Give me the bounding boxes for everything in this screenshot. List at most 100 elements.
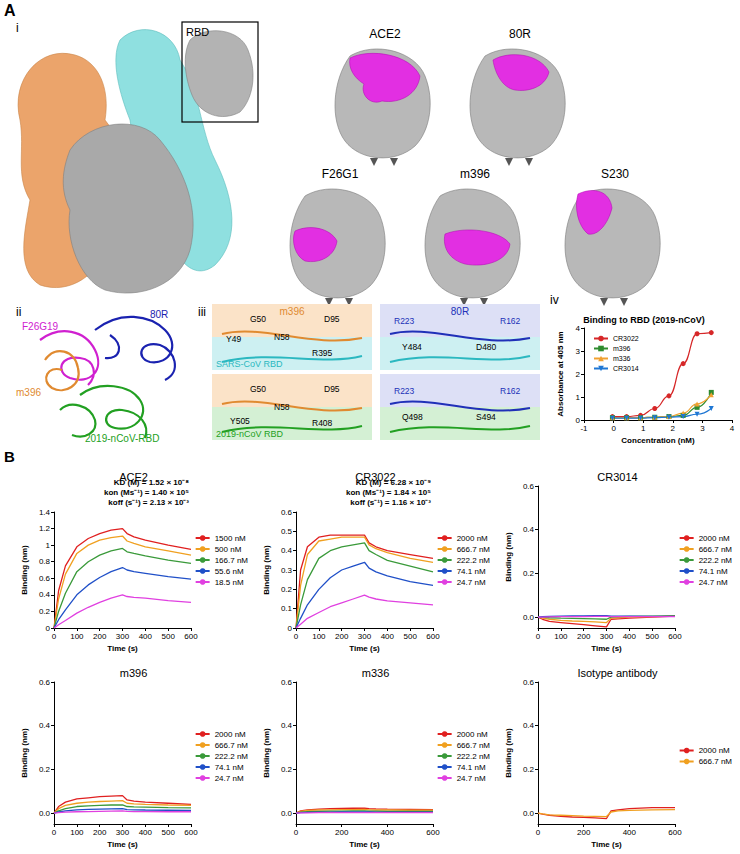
svg-text:55.6 nM: 55.6 nM [215,567,244,576]
svg-text:0.6: 0.6 [281,678,293,687]
svg-text:100: 100 [312,632,326,641]
svg-text:0.6: 0.6 [523,678,535,687]
svg-text:F26G1: F26G1 [322,167,359,181]
svg-text:0.6: 0.6 [523,482,535,491]
svg-text:4: 4 [730,424,735,433]
svg-text:0: 0 [536,632,541,641]
svg-text:666.7 nM: 666.7 nM [699,757,733,766]
svg-text:Q498: Q498 [402,412,423,422]
svg-text:0.3: 0.3 [281,566,293,575]
svg-text:2019-nCoV RBD: 2019-nCoV RBD [216,429,284,439]
svg-text:CR3022: CR3022 [613,335,639,342]
svg-text:666.7 nM: 666.7 nM [457,545,491,554]
svg-text:ii: ii [16,305,21,319]
svg-text:100: 100 [70,828,84,837]
svg-text:m396: m396 [120,667,148,679]
svg-text:Concentration (nM): Concentration (nM) [621,436,695,445]
svg-text:m336: m336 [613,355,631,362]
svg-text:koff (s⁻¹) = 1.16 × 10⁻³: koff (s⁻¹) = 1.16 × 10⁻³ [350,498,431,507]
svg-text:Binding (nm): Binding (nm) [504,532,513,582]
svg-text:200: 200 [577,632,591,641]
svg-text:CR3014: CR3014 [613,365,639,372]
svg-text:S494: S494 [476,412,496,422]
svg-text:600: 600 [668,632,682,641]
svg-text:R223: R223 [394,316,415,326]
svg-text:100: 100 [70,632,84,641]
svg-text:666.7 nM: 666.7 nM [457,741,491,750]
svg-text:ACE2: ACE2 [119,471,148,483]
svg-text:Binding to RBD (2019-nCoV): Binding to RBD (2019-nCoV) [583,315,705,325]
svg-text:0.0: 0.0 [523,613,535,622]
svg-text:400: 400 [139,632,153,641]
svg-text:400: 400 [139,828,153,837]
svg-text:0.6: 0.6 [281,508,293,517]
svg-text:666.7 nM: 666.7 nM [699,545,733,554]
svg-text:RBD: RBD [186,26,209,38]
svg-text:74.1 nM: 74.1 nM [215,763,244,772]
svg-text:Binding (nm): Binding (nm) [504,728,513,778]
svg-text:0.4: 0.4 [39,721,51,730]
svg-text:166.7 nM: 166.7 nM [215,556,249,565]
svg-text:m396: m396 [613,345,631,352]
svg-text:S230: S230 [601,167,629,181]
svg-text:400: 400 [381,632,395,641]
svg-text:R395: R395 [312,348,333,358]
svg-text:200: 200 [335,828,349,837]
svg-text:300: 300 [116,828,130,837]
svg-text:Absorbance at 405 nm: Absorbance at 405 nm [556,331,565,416]
svg-text:Y505: Y505 [230,416,250,426]
svg-text:0.4: 0.4 [281,546,293,555]
svg-text:600: 600 [426,632,440,641]
svg-text:222.2 nM: 222.2 nM [457,752,491,761]
svg-text:0.6: 0.6 [39,574,51,583]
svg-text:666.7 nM: 666.7 nM [215,741,249,750]
svg-text:m396: m396 [279,306,304,317]
svg-text:G50: G50 [250,314,266,324]
svg-text:SARS-CoV RBD: SARS-CoV RBD [216,359,283,369]
svg-text:1: 1 [641,424,646,433]
svg-text:80R: 80R [150,309,168,320]
svg-text:4: 4 [576,324,581,333]
svg-text:Binding (nm): Binding (nm) [262,728,271,778]
svg-text:0.2: 0.2 [39,765,51,774]
svg-text:R408: R408 [312,418,333,428]
svg-text:-1: -1 [580,424,588,433]
svg-text:400: 400 [381,828,395,837]
svg-text:500: 500 [403,632,417,641]
svg-text:200: 200 [93,828,107,837]
svg-text:0.2: 0.2 [281,585,293,594]
svg-text:2000 nM: 2000 nM [457,534,488,543]
svg-text:74.1 nM: 74.1 nM [699,567,728,576]
svg-text:iv: iv [550,293,559,307]
svg-text:0: 0 [294,828,299,837]
svg-text:R162: R162 [500,386,521,396]
svg-text:300: 300 [116,632,130,641]
svg-text:0.0: 0.0 [281,809,293,818]
svg-text:80R: 80R [451,306,469,317]
svg-text:24.7 nM: 24.7 nM [457,774,486,783]
svg-text:0.2: 0.2 [281,765,293,774]
svg-text:0.0: 0.0 [39,809,51,818]
svg-text:18.5 nM: 18.5 nM [215,578,244,587]
svg-text:G50: G50 [250,384,266,394]
svg-text:Time (s): Time (s) [107,644,138,653]
svg-text:CR3022: CR3022 [355,471,395,483]
svg-text:500: 500 [161,828,175,837]
svg-text:2: 2 [671,424,676,433]
svg-text:222.2 nM: 222.2 nM [457,556,491,565]
svg-text:2000 nM: 2000 nM [215,730,246,739]
svg-text:2: 2 [576,370,581,379]
svg-text:ACE2: ACE2 [369,27,401,41]
svg-text:0.1: 0.1 [281,604,293,613]
svg-text:0: 0 [52,828,57,837]
svg-text:24.7 nM: 24.7 nM [699,578,728,587]
svg-text:0.2: 0.2 [523,765,535,774]
svg-text:Time (s): Time (s) [591,644,622,653]
svg-text:0.8: 0.8 [39,557,51,566]
svg-text:0: 0 [288,624,293,633]
svg-text:74.1 nM: 74.1 nM [457,567,486,576]
svg-text:24.7 nM: 24.7 nM [457,578,486,587]
svg-text:0: 0 [46,624,51,633]
svg-text:600: 600 [184,828,198,837]
svg-text:Time (s): Time (s) [107,840,138,849]
